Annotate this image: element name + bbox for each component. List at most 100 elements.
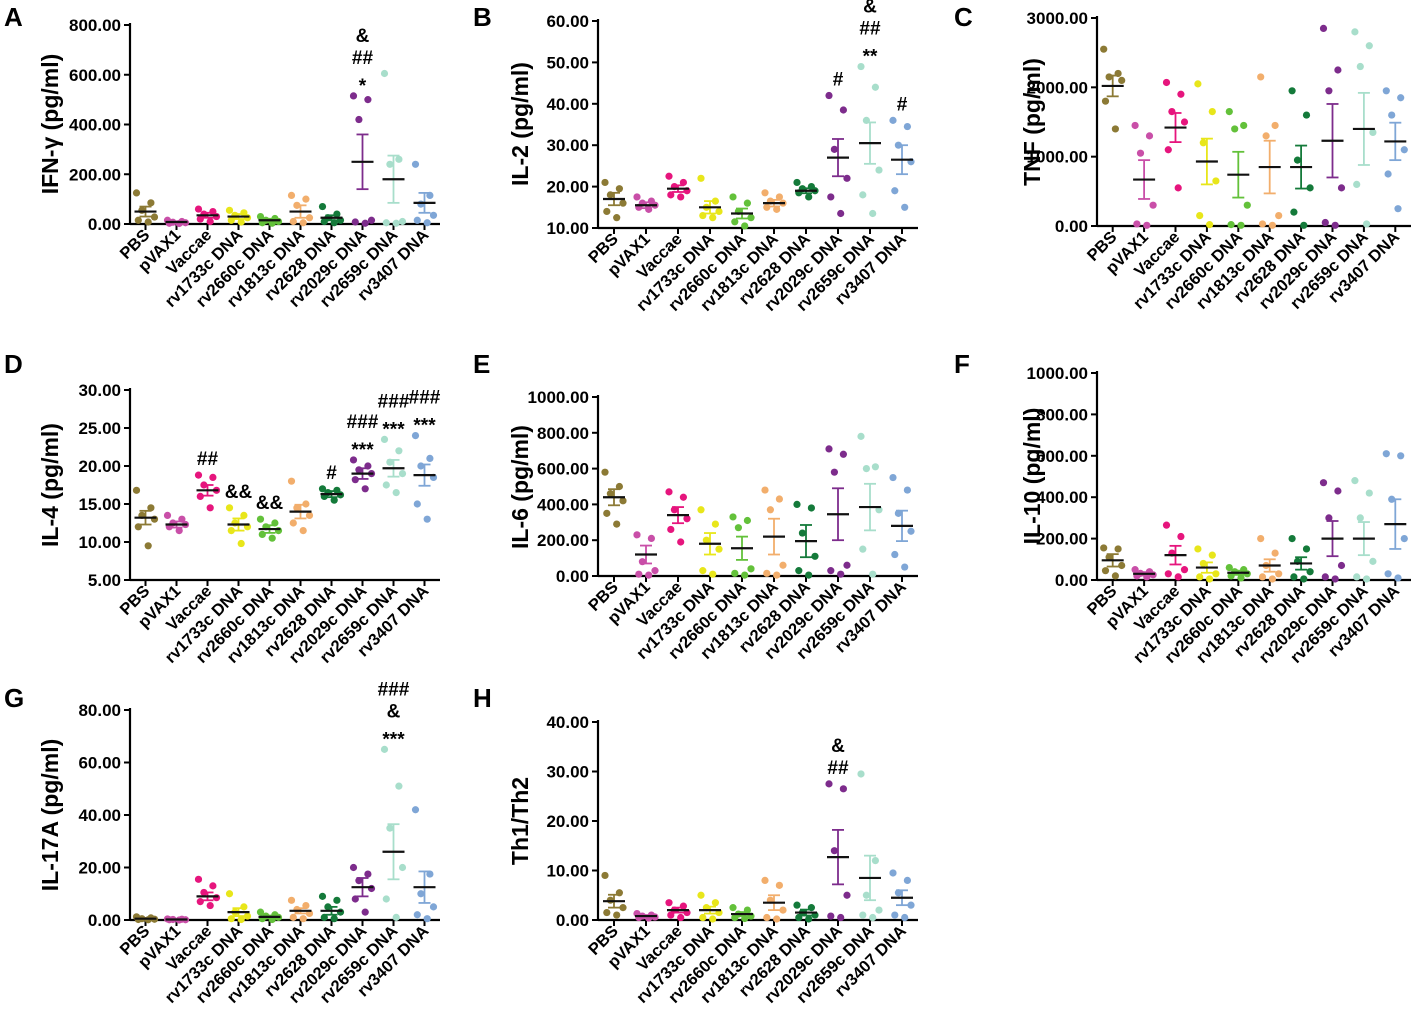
panel-g: GIL-17A (pg/ml)0.0020.0040.0060.0080.00P… [4,679,440,1007]
data-point [1302,545,1311,553]
data-point [398,863,407,872]
data-point [423,515,431,523]
data-point [243,214,252,222]
data-point [1168,108,1176,116]
panel-letter-c: C [954,2,973,32]
significance-mark-g: *** [382,729,405,750]
data-point [635,570,643,578]
data-point [775,495,784,503]
series-b-2 [665,172,691,201]
data-point [225,504,234,512]
data-point [859,911,867,919]
y-tick-label-b: 40.00 [546,95,589,114]
data-point [1334,66,1342,74]
data-point [619,497,627,505]
data-point [355,115,363,124]
data-point [825,445,833,453]
data-point [807,504,816,512]
data-point [901,563,909,571]
data-point [889,116,897,124]
data-point [367,216,376,224]
data-point [857,62,865,71]
y-tick-label-c: 2000.00 [1027,78,1088,97]
y-tick-label-g: 80.00 [78,701,121,720]
data-point [603,207,611,216]
data-point [702,536,711,544]
data-point [1258,220,1267,228]
series-f-5 [1257,535,1283,583]
series-a-3 [225,206,252,226]
data-point [859,545,867,553]
data-point [677,193,685,201]
data-point [901,203,909,211]
data-point [299,915,307,923]
data-point [1331,575,1339,583]
significance-mark-h: & [831,736,845,757]
data-point [1227,221,1235,229]
data-point [243,912,252,920]
y-tick-label-e: 200.00 [537,531,589,550]
data-point [1131,121,1139,130]
data-point [392,913,400,921]
panel-d: D IL-4 (pg/ml) 5.00 10.00 15.00 20.00 25.00 30.… [4,349,441,667]
panel-letter-h: H [473,683,492,713]
y-tick-label-h: 10.00 [546,862,589,881]
significance-mark-d: *** [413,416,436,437]
data-point [843,891,851,899]
data-point [289,217,297,226]
data-point [398,470,407,478]
data-point [1231,125,1239,133]
data-point [212,894,221,902]
data-point [351,218,359,226]
data-point [761,189,769,197]
data-point [901,913,909,922]
data-point [1268,575,1276,583]
data-point [411,432,420,440]
series-e-4 [729,513,755,579]
data-point [619,904,627,912]
data-point [805,193,813,201]
data-point [795,567,803,575]
data-point [1388,111,1396,119]
data-point [1356,514,1364,522]
significance-mark-a: ## [352,48,374,69]
data-point [212,212,221,221]
data-point [194,875,203,883]
data-point [793,901,801,909]
data-point [1118,76,1126,84]
data-point [333,896,341,904]
data-point [289,519,297,527]
data-point [741,222,749,230]
data-point [1199,139,1207,147]
significance-mark-b: ** [863,47,878,68]
series-g-0 [132,913,159,924]
series-g-2 [194,875,221,910]
data-point [1145,132,1154,140]
data-point [773,915,781,923]
series-d-8 [380,435,407,497]
data-point [1369,128,1377,136]
series-g-4 [256,908,283,924]
data-point [299,219,307,227]
data-point [869,913,877,922]
y-tick-label-g: 40.00 [78,806,121,825]
data-point [651,567,659,575]
significance-mark-d: && [225,482,253,503]
series-a-9 [411,160,438,227]
data-point [729,904,737,912]
data-point [679,493,688,501]
data-point [1174,573,1182,581]
data-point [871,83,880,91]
data-point [869,570,877,578]
data-point [1257,73,1265,81]
data-point [395,782,403,790]
series-h-6 [793,901,819,923]
significance-mark-d: ### [378,391,410,412]
data-point [256,515,265,523]
significance-mark-d: ## [197,449,219,470]
data-point [1177,90,1185,98]
data-point [367,884,376,893]
data-point [237,539,245,548]
data-point [1275,212,1283,220]
series-f-1 [1131,566,1157,581]
